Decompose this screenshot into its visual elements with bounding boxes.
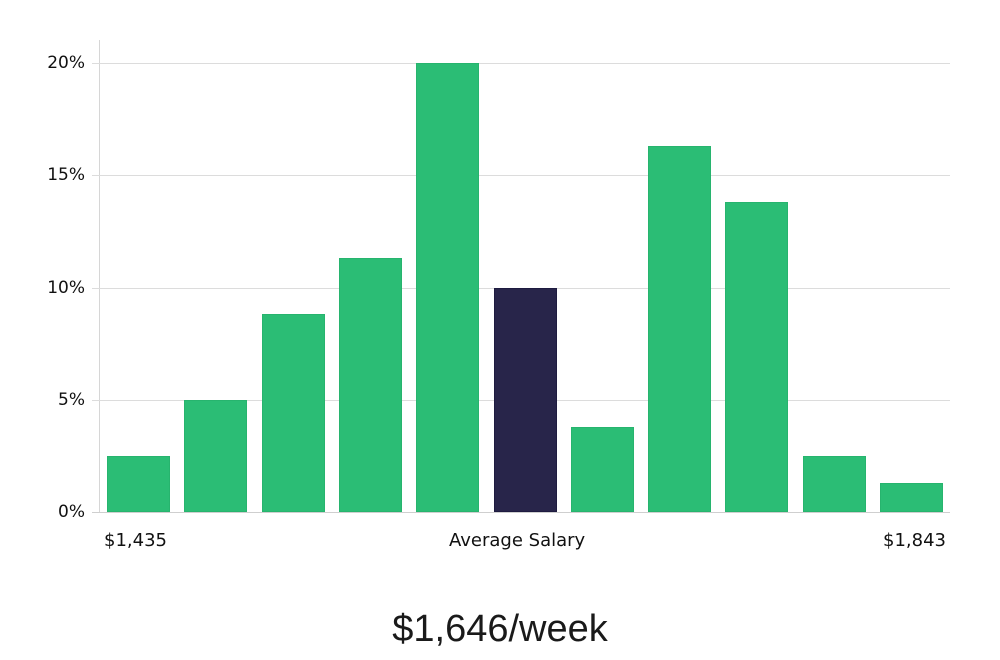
histogram-bar bbox=[261, 314, 325, 512]
histogram-bar bbox=[880, 482, 943, 512]
gridline bbox=[92, 512, 950, 513]
histogram-bar bbox=[725, 202, 789, 512]
y-axis-line bbox=[99, 40, 100, 512]
x-center-label: Average Salary bbox=[449, 530, 586, 551]
average-salary-bar bbox=[493, 287, 557, 512]
histogram-bar bbox=[338, 258, 402, 512]
x-min-label: $1,435 bbox=[104, 530, 167, 551]
gridline bbox=[92, 63, 950, 64]
gridline bbox=[92, 175, 950, 176]
y-tick-label: 5% bbox=[58, 389, 85, 410]
y-tick-label: 0% bbox=[58, 502, 85, 522]
histogram-bar bbox=[416, 63, 480, 512]
histogram-bar bbox=[184, 399, 248, 512]
histogram-bar bbox=[648, 146, 712, 512]
y-tick-label: 20% bbox=[47, 53, 85, 73]
histogram-bar bbox=[570, 426, 634, 512]
y-tick-label: 10% bbox=[47, 277, 85, 298]
x-max-label: $1,843 bbox=[883, 530, 946, 551]
y-tick-label: 15% bbox=[47, 165, 85, 186]
weekly-salary-headline: $1,646/week bbox=[392, 608, 608, 650]
histogram-bar bbox=[107, 455, 170, 512]
histogram-bar bbox=[802, 455, 866, 512]
